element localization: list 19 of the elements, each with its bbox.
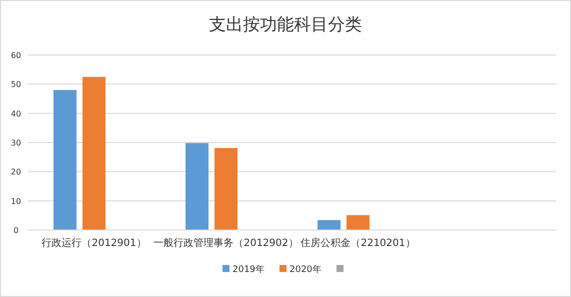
y-tick-label: 10 [10,196,22,206]
bar [82,76,106,230]
y-tick-label: 30 [10,138,22,148]
y-tick-label: 40 [10,109,22,118]
x-tick-label: 行政运行（2012901） [42,237,146,249]
y-tick-label: 60 [10,51,22,60]
bar [346,215,370,230]
y-tick-label: 20 [10,168,22,177]
x-tick-label: 一般行政管理事务（2012902） [154,237,298,249]
y-tick-label: 50 [10,80,22,90]
bar [214,148,238,230]
y-tick-label: 0 [13,226,19,235]
bar [186,143,208,230]
x-tick-label: 住房公积金（2210201） [300,237,416,249]
legend-label: 2020年 [290,264,322,275]
bar [54,90,76,230]
legend-label: 2019年 [232,264,264,275]
bar [318,220,340,230]
chart-title: 支出按功能科目分类 [209,15,362,35]
